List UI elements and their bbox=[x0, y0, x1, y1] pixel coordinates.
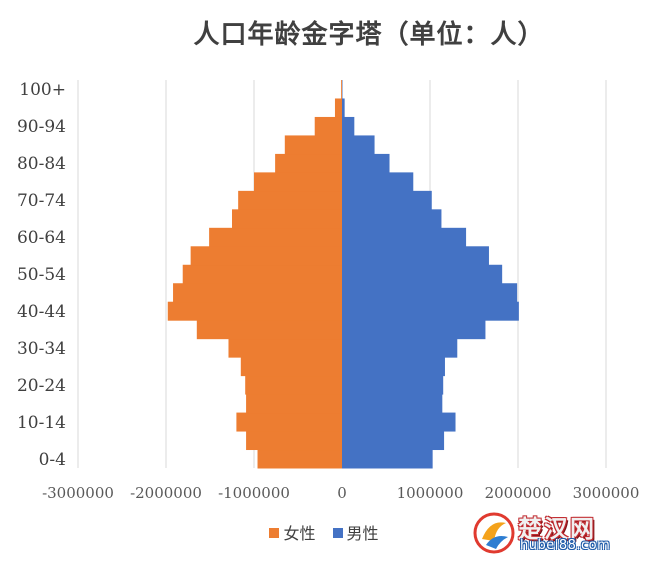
bar-female-0-4 bbox=[257, 449, 342, 469]
bar-female-50-54 bbox=[182, 264, 342, 284]
bar-male-50-54 bbox=[342, 264, 503, 284]
bar-male-10-14 bbox=[342, 412, 456, 432]
y-tick-label: 30-34 bbox=[17, 339, 66, 359]
bar-male-15-19 bbox=[342, 394, 443, 414]
y-tick-label: 0-4 bbox=[39, 450, 66, 470]
chart-title: 人口年龄金字塔（单位：人） bbox=[193, 20, 545, 50]
bar-male-5-9 bbox=[342, 431, 445, 451]
x-tick-label: -1000000 bbox=[218, 484, 290, 502]
y-tick-label: 80-84 bbox=[17, 154, 66, 174]
y-tick-label: 50-54 bbox=[17, 265, 66, 285]
y-axis-tick-labels: 0-4 10-14 20-24 30-34 40-44 50-54 60-64 70-74 80… bbox=[17, 80, 66, 470]
bar-female-100+ bbox=[341, 80, 342, 99]
y-tick-label: 90-94 bbox=[17, 117, 66, 137]
bar-female-40-44 bbox=[167, 301, 342, 321]
bars bbox=[167, 80, 519, 469]
y-tick-label: 40-44 bbox=[17, 302, 66, 322]
bar-female-90-94 bbox=[314, 116, 342, 136]
bar-male-30-34 bbox=[342, 338, 458, 358]
bar-male-55-59 bbox=[342, 246, 489, 266]
legend-label-male: 男性 bbox=[346, 524, 379, 543]
bar-male-40-44 bbox=[342, 301, 519, 321]
bar-male-65-69 bbox=[342, 209, 442, 229]
watermark-url: hubei88.com bbox=[520, 538, 611, 553]
x-tick-label: -3000000 bbox=[42, 484, 114, 502]
site-logo-icon bbox=[473, 512, 515, 554]
bar-female-25-29 bbox=[240, 357, 342, 377]
bar-female-5-9 bbox=[246, 431, 342, 451]
bar-male-45-49 bbox=[342, 283, 518, 303]
bar-female-75-79 bbox=[254, 172, 342, 192]
bar-male-80-84 bbox=[342, 153, 390, 173]
x-tick-label: 0 bbox=[337, 484, 347, 502]
bar-female-15-19 bbox=[246, 394, 342, 414]
bar-female-65-69 bbox=[232, 209, 342, 229]
y-tick-label: 20-24 bbox=[17, 376, 66, 396]
x-tick-label: 2000000 bbox=[485, 484, 552, 502]
bar-male-60-64 bbox=[342, 227, 467, 247]
bar-male-0-4 bbox=[342, 449, 433, 469]
y-tick-label: 100+ bbox=[19, 80, 66, 100]
bar-female-45-49 bbox=[173, 283, 342, 303]
x-tick-label: 1000000 bbox=[397, 484, 464, 502]
y-tick-label: 60-64 bbox=[17, 228, 66, 248]
x-tick-label: 3000000 bbox=[573, 484, 640, 502]
bar-female-55-59 bbox=[190, 246, 342, 266]
watermark: 楚汉网 hubei88.com bbox=[472, 507, 642, 559]
legend-label-female: 女性 bbox=[283, 524, 316, 543]
bar-female-85-89 bbox=[284, 135, 342, 155]
bar-female-35-39 bbox=[196, 320, 342, 340]
bar-male-70-74 bbox=[342, 190, 432, 210]
legend-item-male: 男性 bbox=[332, 520, 379, 544]
bar-male-20-24 bbox=[342, 375, 444, 395]
bar-male-95-99 bbox=[342, 98, 345, 118]
watermark-text: 楚汉网 bbox=[518, 515, 596, 543]
bar-female-30-34 bbox=[228, 338, 342, 358]
legend-item-female: 女性 bbox=[269, 520, 315, 544]
bar-female-60-64 bbox=[209, 227, 342, 247]
bar-female-10-14 bbox=[236, 412, 342, 432]
y-tick-label: 70-74 bbox=[17, 191, 66, 211]
bar-female-95-99 bbox=[334, 98, 342, 118]
legend-swatch-male bbox=[332, 528, 343, 538]
y-tick-label: 10-14 bbox=[17, 413, 66, 433]
bar-female-80-84 bbox=[275, 153, 342, 173]
x-tick-label: -2000000 bbox=[130, 484, 202, 502]
x-axis-tick-labels: -3000000 -2000000 -1000000 0 1000000 2000000 3… bbox=[42, 484, 639, 502]
bar-male-75-79 bbox=[342, 172, 414, 192]
legend: 女性 男性 bbox=[0, 520, 648, 544]
bar-male-85-89 bbox=[342, 135, 375, 155]
legend-swatch-female bbox=[269, 528, 280, 538]
bar-female-70-74 bbox=[238, 190, 342, 210]
bar-male-25-29 bbox=[342, 357, 445, 377]
bar-male-35-39 bbox=[342, 320, 486, 340]
bar-female-20-24 bbox=[245, 375, 342, 395]
bar-male-90-94 bbox=[342, 116, 355, 136]
